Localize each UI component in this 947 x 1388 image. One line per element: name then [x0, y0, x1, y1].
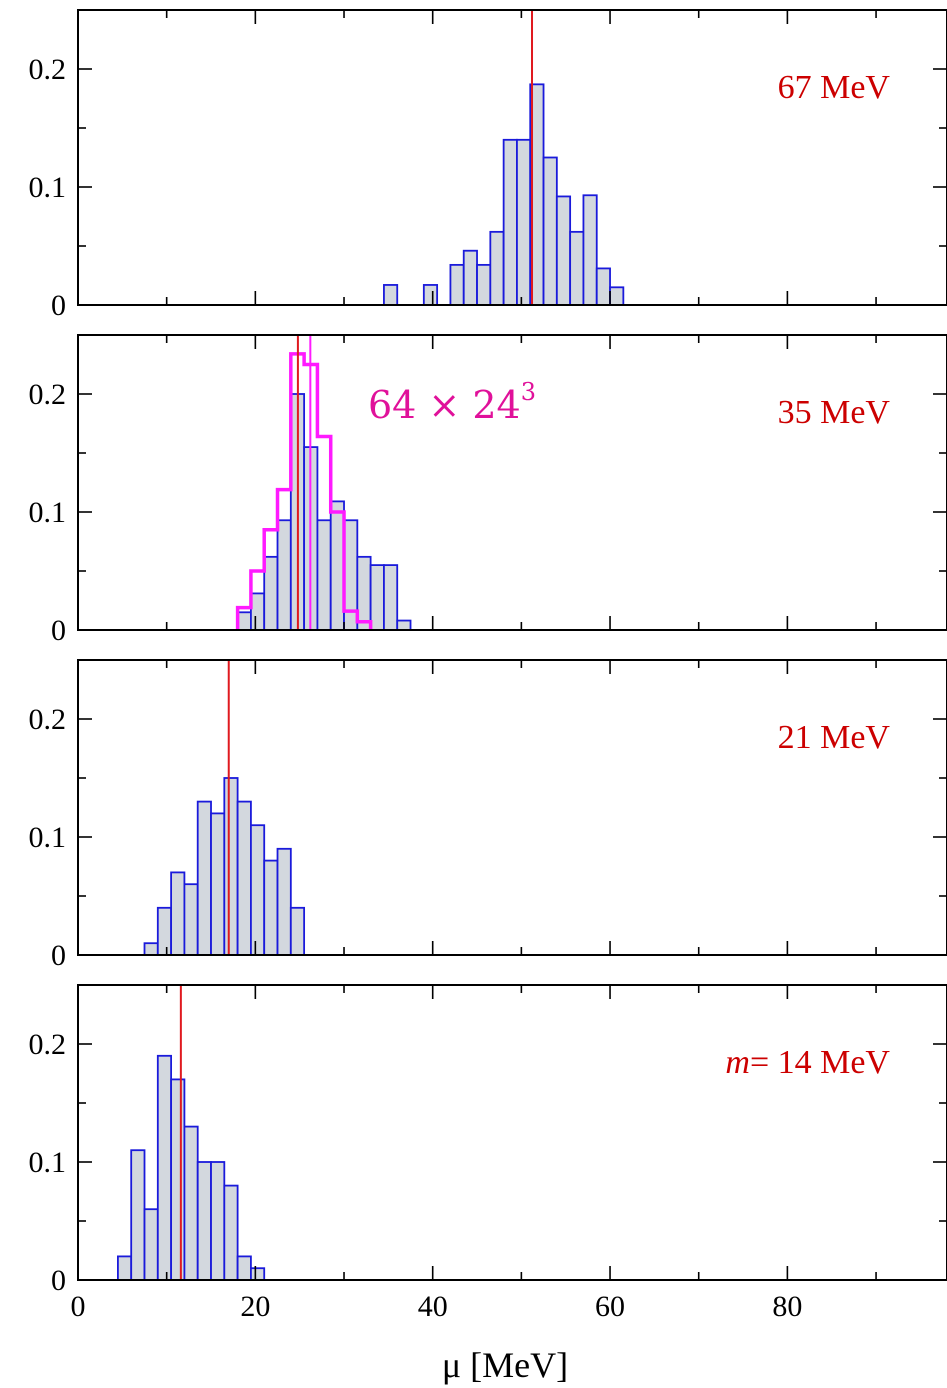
- panel-label: 35 MeV: [778, 394, 891, 431]
- histogram-bar: [250, 592, 266, 631]
- panel-frame: [77, 984, 947, 1281]
- histogram-bar: [196, 800, 212, 956]
- y-tick-label: 0.2: [29, 703, 67, 736]
- histogram-bar: [223, 1184, 239, 1281]
- histogram-bar: [236, 1255, 252, 1281]
- histogram-bar: [263, 555, 279, 631]
- panel-label-text: = 14 MeV: [750, 1044, 890, 1081]
- histogram-bar: [449, 263, 465, 306]
- histogram-bar: [183, 1125, 199, 1281]
- x-tick-label: 60: [595, 1290, 625, 1323]
- histogram-bar: [502, 138, 518, 306]
- panel-label-var: m: [725, 1044, 750, 1081]
- panel-2: 0 0.1 0.2 21 MeV: [29, 659, 947, 972]
- panels-group: 0 0.1 0.2 67 MeV 0 0.1 0.2 35 MeV 64 × 243 0 0.1 0.…: [29, 9, 947, 1323]
- histogram-bar: [422, 284, 439, 306]
- y-tick-label: 0: [51, 614, 66, 647]
- panel-0: 0 0.1 0.2 67 MeV: [29, 9, 947, 322]
- histogram-bar: [609, 286, 625, 306]
- histogram-bar: [210, 812, 226, 956]
- y-tick-label: 0.2: [29, 1028, 67, 1061]
- histogram-bar: [223, 777, 239, 956]
- y-tick-label: 0.2: [29, 53, 67, 86]
- y-tick-label: 0.1: [29, 821, 67, 854]
- x-tick-label: 0: [71, 1290, 86, 1323]
- histogram-bar: [236, 800, 252, 956]
- histogram-bar: [316, 519, 332, 631]
- x-tick-label: 40: [418, 1290, 448, 1323]
- x-tick-label: 20: [240, 1290, 270, 1323]
- histogram-bar: [356, 555, 372, 631]
- histogram-bar: [117, 1255, 133, 1281]
- histogram-bar: [489, 230, 505, 306]
- panel-label: m= 14 MeV: [725, 1044, 890, 1081]
- histogram-bar: [250, 1267, 266, 1281]
- histogram-bar: [276, 847, 292, 956]
- panel-label: 21 MeV: [778, 719, 891, 756]
- y-tick-label: 0.1: [29, 1146, 67, 1179]
- histogram-bar: [542, 156, 558, 306]
- panel-label-text: 67 MeV: [778, 69, 891, 106]
- histogram-bar: [383, 284, 399, 306]
- histogram-bar: [476, 263, 492, 306]
- panel-3: 0 0.1 0.2 m= 14 MeV: [29, 984, 947, 1297]
- histogram-bar: [156, 906, 173, 956]
- histogram-bar: [343, 519, 359, 631]
- y-tick-label: 0: [51, 939, 66, 972]
- y-tick-label: 0: [51, 289, 66, 322]
- histogram-bar: [130, 1149, 146, 1281]
- lattice-step-histogram: [235, 352, 373, 630]
- histogram-bar: [276, 519, 292, 631]
- histogram-bar: [569, 230, 585, 306]
- histogram-bar: [236, 611, 252, 631]
- lattice-label-sup: 3: [521, 378, 536, 406]
- panel-frame: [77, 659, 947, 956]
- y-tick-label: 0.1: [29, 496, 67, 529]
- histogram-bar: [183, 883, 199, 956]
- histogram-bar: [396, 619, 412, 631]
- y-tick-label: 0.1: [29, 171, 67, 204]
- panel-1: 0 0.1 0.2 35 MeV 64 × 243: [29, 334, 947, 647]
- y-tick-label: 0.2: [29, 378, 67, 411]
- x-axis-label: μ [MeV]: [442, 1345, 568, 1385]
- y-tick-label: 0: [51, 1264, 66, 1297]
- lattice-label-text: 64 × 24: [368, 383, 521, 427]
- histogram-bar: [383, 564, 399, 631]
- x-tick-label: 80: [772, 1290, 802, 1323]
- histogram-bar: [170, 871, 186, 956]
- panel-label: 67 MeV: [778, 69, 891, 106]
- panel-frame: [77, 9, 947, 306]
- panel-frame: [77, 334, 947, 631]
- histogram-bar: [516, 138, 532, 306]
- histogram-bar: [263, 859, 279, 956]
- histogram-bar: [250, 824, 266, 956]
- histogram-bar: [555, 195, 572, 306]
- panel-label-text: 35 MeV: [778, 394, 891, 431]
- histogram-bar: [462, 249, 478, 306]
- histogram-bar: [156, 1054, 173, 1281]
- histogram-bar: [196, 1161, 212, 1281]
- panel-label-text: 21 MeV: [778, 719, 891, 756]
- histogram-bar: [582, 194, 598, 306]
- histogram-bar: [170, 1078, 186, 1281]
- histogram-bar: [329, 500, 345, 631]
- histogram-bar: [595, 267, 611, 306]
- histogram-bar: [143, 1208, 159, 1281]
- histogram-bar: [369, 564, 385, 631]
- histogram-bar: [143, 942, 159, 956]
- histogram-bar: [289, 906, 306, 956]
- lattice-label: 64 × 243: [368, 378, 536, 427]
- histogram-bar: [210, 1161, 226, 1281]
